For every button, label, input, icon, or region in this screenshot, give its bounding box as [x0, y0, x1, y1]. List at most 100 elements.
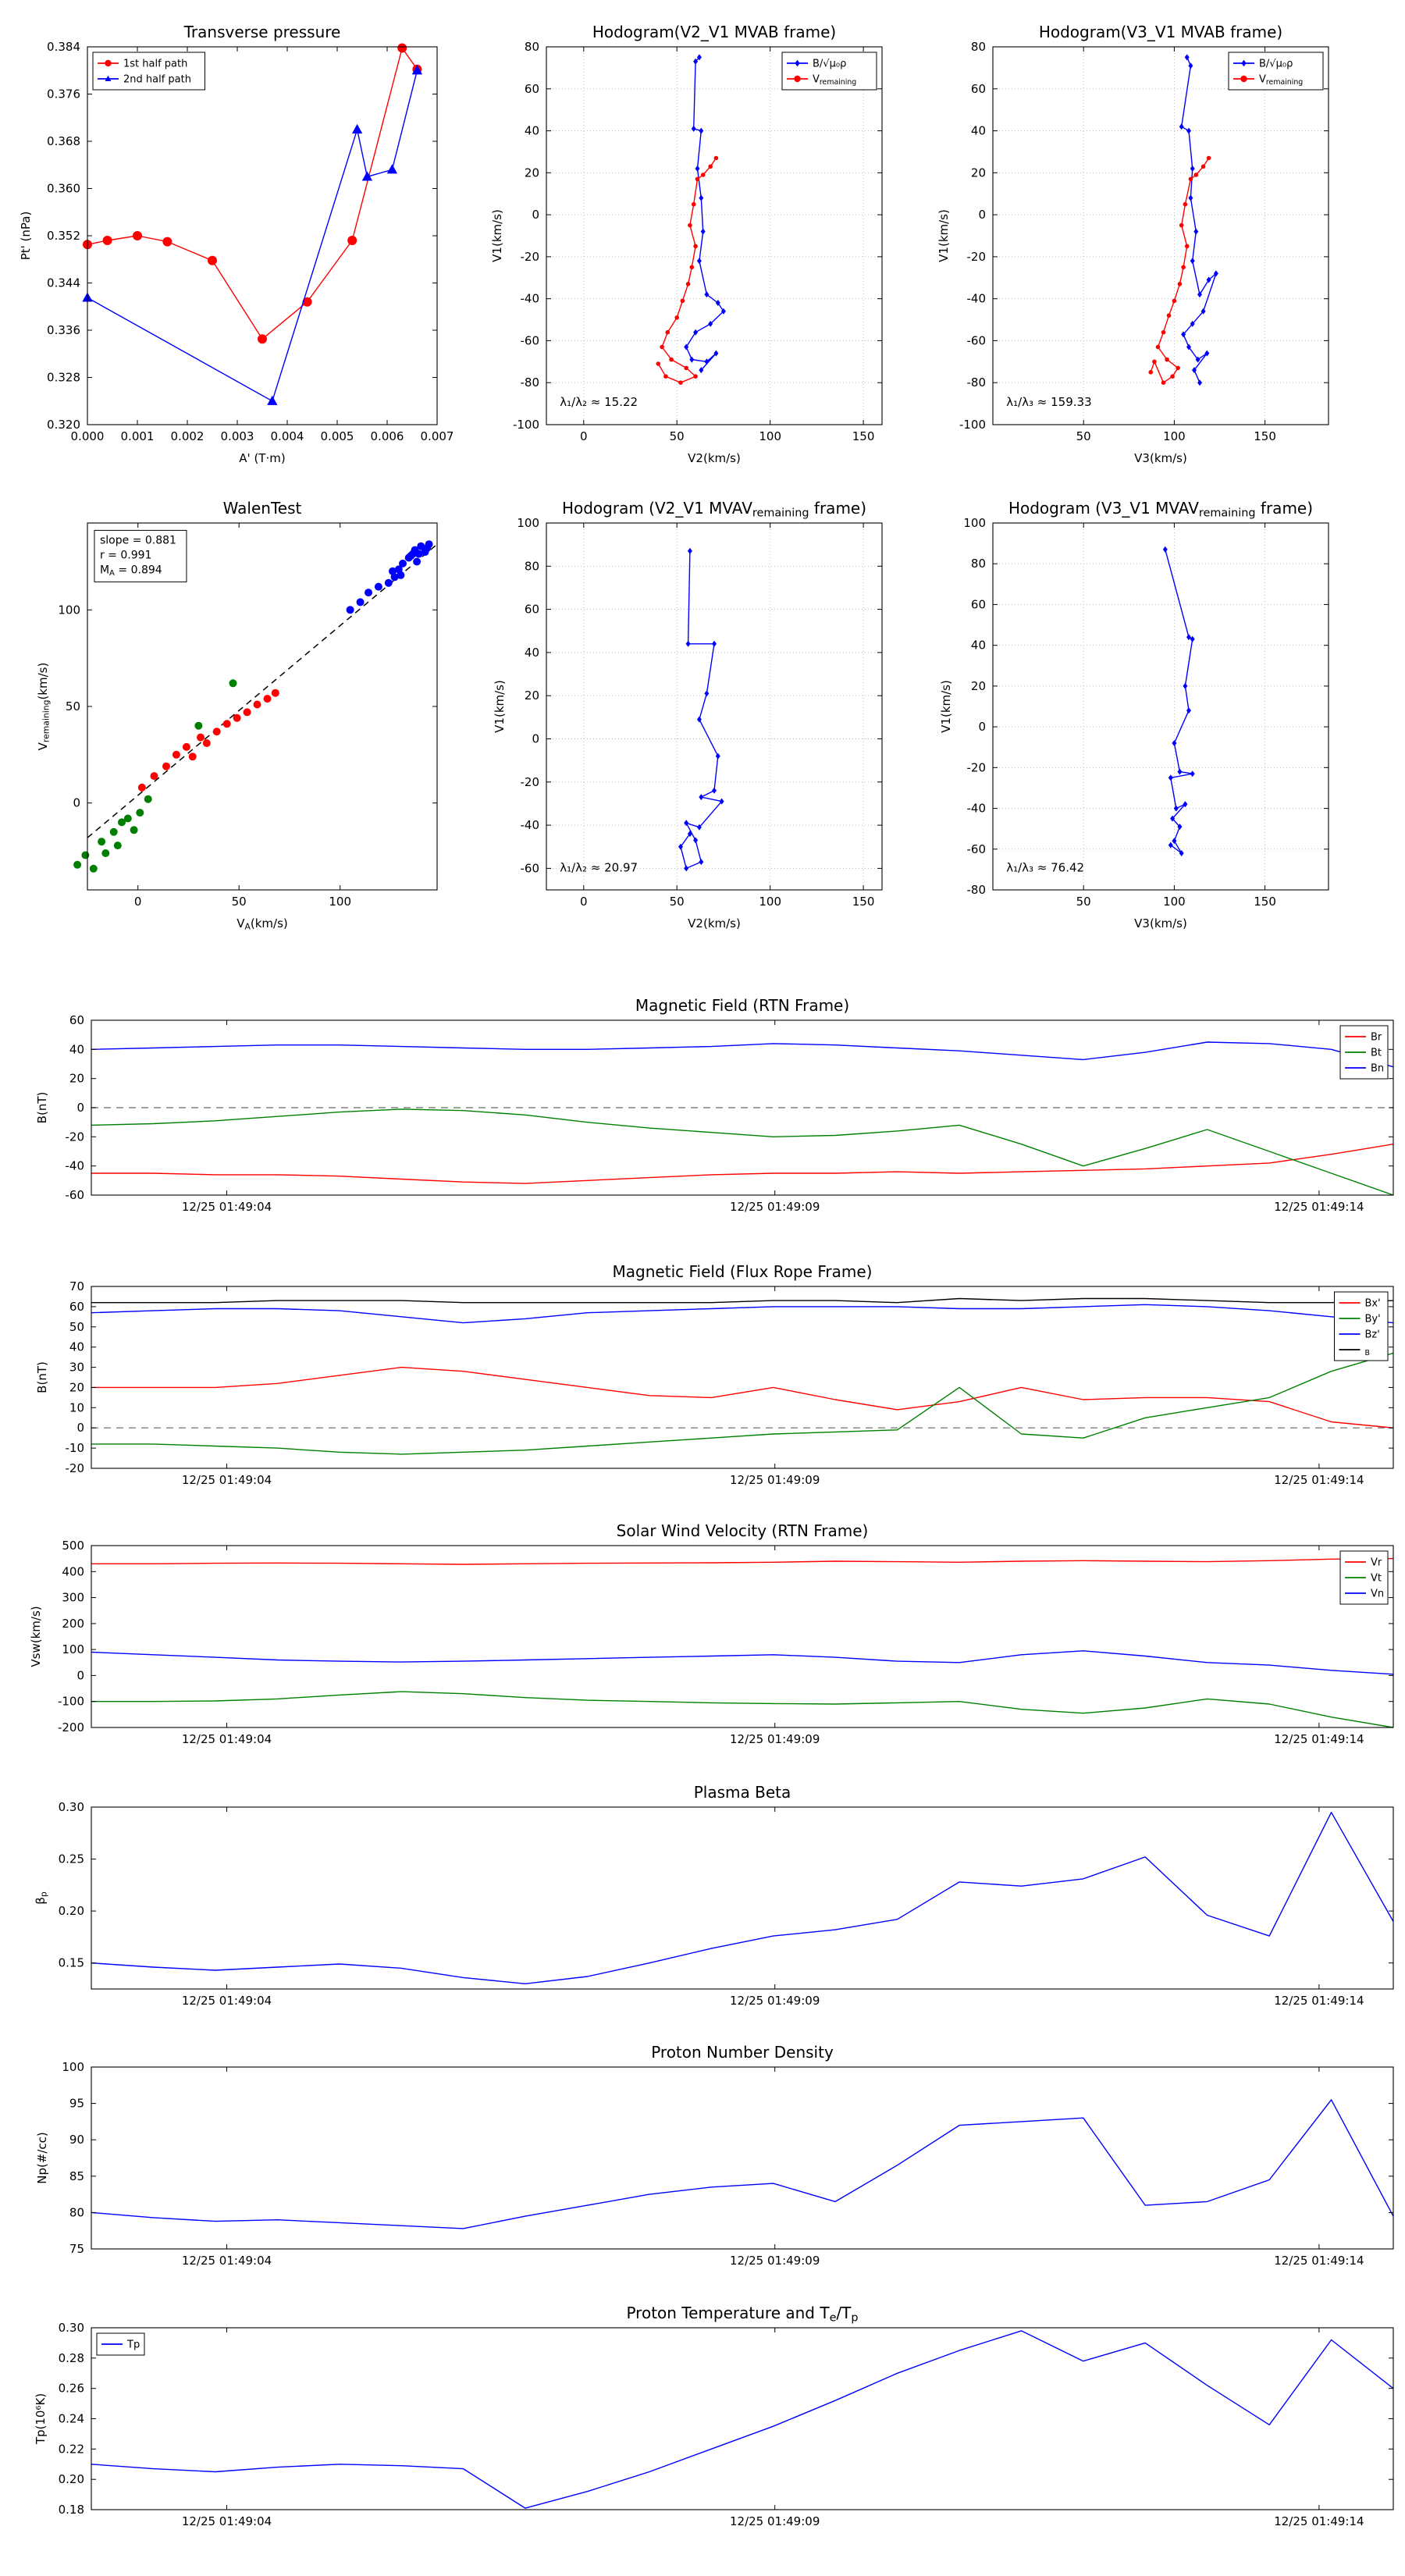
y-tick-label: 0 — [532, 732, 539, 746]
y-axis-label: Pt' (nPa) — [19, 212, 33, 261]
circle-marker — [399, 559, 407, 568]
series-line — [91, 2330, 1394, 2509]
circle-marker — [263, 695, 272, 703]
legend-box — [1228, 52, 1324, 91]
diamond-marker — [699, 859, 704, 866]
diamond-marker — [1168, 841, 1173, 849]
y-tick-label: 0.320 — [47, 418, 80, 432]
chart-walen-test: 0 50 100 0 50 100 WalenTest VA(km/s) Vremaining(… — [36, 499, 438, 932]
legend-label: B/√μ₀ρ — [813, 59, 846, 70]
chart-proton-temperature: 12/25 01:49:04 12/25 01:49:09 12/25 01:49:… — [34, 2304, 1394, 2528]
circle-marker — [794, 75, 801, 83]
chart-title: Proton Number Density — [651, 2043, 834, 2062]
series-Vn — [91, 1650, 1394, 1675]
y-tick-label: 60 — [971, 597, 986, 611]
legend-box — [92, 52, 205, 91]
x-tick-label: 12/25 01:49:09 — [730, 2254, 820, 2268]
y-tick-label: 20 — [525, 688, 539, 703]
series-line — [91, 1304, 1394, 1324]
diamond-marker — [1192, 367, 1197, 374]
series-line — [1180, 57, 1217, 383]
chart-title: Hodogram(V2_V1 MVAB frame) — [592, 23, 836, 41]
x-tick-label: 12/25 01:49:14 — [1274, 2254, 1364, 2268]
circle-marker — [222, 720, 231, 728]
legend-label: Vn — [1371, 1589, 1384, 1600]
y-tick-label: 30 — [69, 1361, 84, 1375]
y-tick-label: -60 — [521, 333, 540, 347]
series-Bz' — [91, 1304, 1394, 1324]
chart-magnetic-field-rtn: 12/25 01:49:04 12/25 01:49:09 12/25 01:49:… — [35, 996, 1394, 1214]
x-tick-label: 12/25 01:49:09 — [730, 1994, 820, 2008]
series-data — [137, 688, 279, 792]
series-Tp — [91, 2330, 1394, 2509]
circle-marker — [243, 708, 251, 717]
diamond-marker — [708, 320, 713, 327]
y-tick-label: 0 — [978, 208, 986, 222]
y-tick-label: 0.352 — [47, 229, 80, 243]
legend-label: Tp — [126, 2339, 140, 2351]
y-tick-label: -100 — [959, 418, 986, 432]
y-tick-label: -20 — [66, 1461, 85, 1475]
y-tick-label: 20 — [971, 679, 986, 693]
y-tick-label: 0 — [978, 720, 986, 734]
y-tick-label: 90 — [69, 2133, 84, 2147]
axes-frame — [91, 2066, 1394, 2250]
lambda-annotation: λ₁/λ₃ ≈ 76.42 — [1006, 861, 1084, 875]
circle-marker — [1177, 282, 1183, 286]
y-tick-label: -60 — [521, 861, 540, 875]
diamond-marker — [687, 831, 692, 838]
x-tick-label: 12/25 01:49:09 — [730, 2514, 820, 2528]
legend-label: Bz' — [1365, 1329, 1380, 1341]
y-axis-label: Np(#/cc) — [35, 2132, 49, 2184]
x-tick-label: 100 — [759, 429, 781, 443]
x-tick-label: 0.000 — [71, 429, 105, 443]
diamond-marker — [719, 798, 724, 805]
series-line — [91, 1650, 1394, 1675]
x-tick-label: 12/25 01:49:14 — [1274, 1473, 1364, 1487]
y-tick-label: -40 — [66, 1159, 85, 1173]
series-data — [91, 1811, 1394, 1985]
diamond-marker — [704, 358, 710, 365]
y-tick-label: -100 — [513, 418, 539, 432]
diamond-marker — [1186, 343, 1191, 350]
y-tick-label: -40 — [967, 292, 987, 306]
y-tick-label: 60 — [525, 82, 539, 96]
y-tick-label: 100 — [963, 516, 986, 530]
x-tick-label: 0.002 — [171, 429, 205, 443]
y-tick-label: 95 — [69, 2097, 84, 2111]
y-tick-label: 40 — [971, 639, 986, 653]
y-axis-label: V1(km/s) — [937, 209, 951, 262]
y-tick-label: 0 — [76, 1101, 84, 1115]
y-tick-label: 50 — [69, 1320, 84, 1334]
x-tick-label: 0.006 — [371, 429, 404, 443]
diamond-marker — [700, 228, 706, 235]
series-2nd half path — [82, 65, 423, 405]
diamond-marker — [687, 547, 692, 554]
chart-solar-wind-velocity-rtn: 12/25 01:49:04 12/25 01:49:09 12/25 01:49:… — [29, 1521, 1394, 1746]
circle-marker — [1165, 357, 1169, 362]
series-line — [91, 1557, 1394, 1565]
y-tick-label: 80 — [971, 557, 986, 571]
diamond-marker — [678, 843, 683, 850]
y-tick-label: 60 — [69, 1013, 84, 1027]
series-line — [91, 1297, 1394, 1304]
circle-marker — [674, 315, 679, 320]
y-tick-label: 100 — [517, 516, 539, 530]
stats-box-line: slope = 0.881 — [100, 534, 176, 546]
x-tick-label: 0.004 — [271, 429, 304, 443]
y-axis-label: Vsw(km/s) — [29, 1606, 43, 1667]
legend-label: B — [1365, 1349, 1370, 1357]
diamond-marker — [1173, 805, 1179, 812]
series-line — [91, 1691, 1394, 1728]
legend: Br Bt Bn — [1339, 1025, 1389, 1080]
legend-label: 1st half path — [123, 59, 187, 70]
series-data — [73, 679, 237, 873]
y-tick-label: 20 — [69, 1380, 84, 1394]
series-data — [678, 547, 724, 872]
diamond-marker — [1197, 379, 1202, 386]
y-tick-label: 20 — [525, 165, 539, 180]
circle-marker — [130, 826, 138, 834]
circle-marker — [136, 809, 144, 817]
circle-marker — [302, 297, 312, 307]
y-tick-label: 80 — [971, 40, 986, 54]
